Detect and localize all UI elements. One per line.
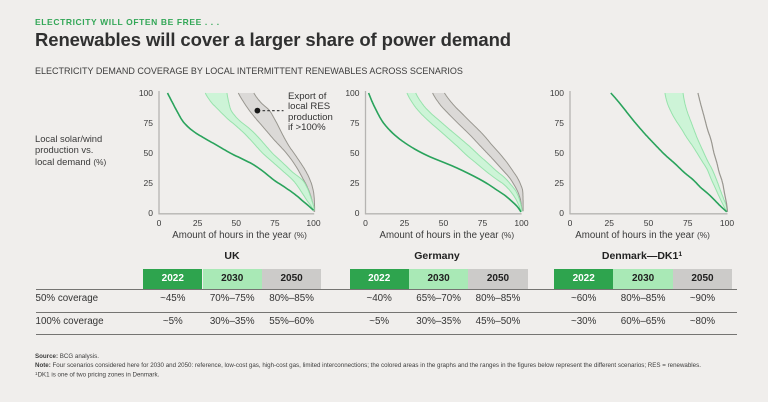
svg-text:0: 0 [355,208,360,218]
svg-text:50: 50 [144,148,154,158]
svg-text:50: 50 [232,218,242,228]
svg-text:75: 75 [478,218,488,228]
svg-text:0: 0 [148,208,153,218]
svg-text:75: 75 [555,118,565,128]
svg-text:25: 25 [350,178,360,188]
svg-text:50: 50 [644,218,654,228]
svg-text:100: 100 [514,218,528,228]
svg-text:100: 100 [139,88,153,98]
svg-text:25: 25 [605,218,615,228]
svg-text:100: 100 [550,88,564,98]
svg-text:25: 25 [144,178,154,188]
svg-text:25: 25 [193,218,203,228]
svg-text:25: 25 [400,218,410,228]
svg-text:50: 50 [555,148,565,158]
svg-text:75: 75 [270,218,280,228]
svg-text:75: 75 [350,118,360,128]
svg-text:0: 0 [568,218,573,228]
svg-text:100: 100 [306,218,320,228]
svg-text:50: 50 [439,218,449,228]
svg-text:0: 0 [157,218,162,228]
svg-text:75: 75 [144,118,154,128]
svg-text:0: 0 [559,208,564,218]
svg-text:25: 25 [555,178,565,188]
svg-text:75: 75 [683,218,693,228]
svg-text:100: 100 [345,88,359,98]
svg-text:100: 100 [720,218,734,228]
svg-text:50: 50 [350,148,360,158]
svg-text:0: 0 [363,218,368,228]
